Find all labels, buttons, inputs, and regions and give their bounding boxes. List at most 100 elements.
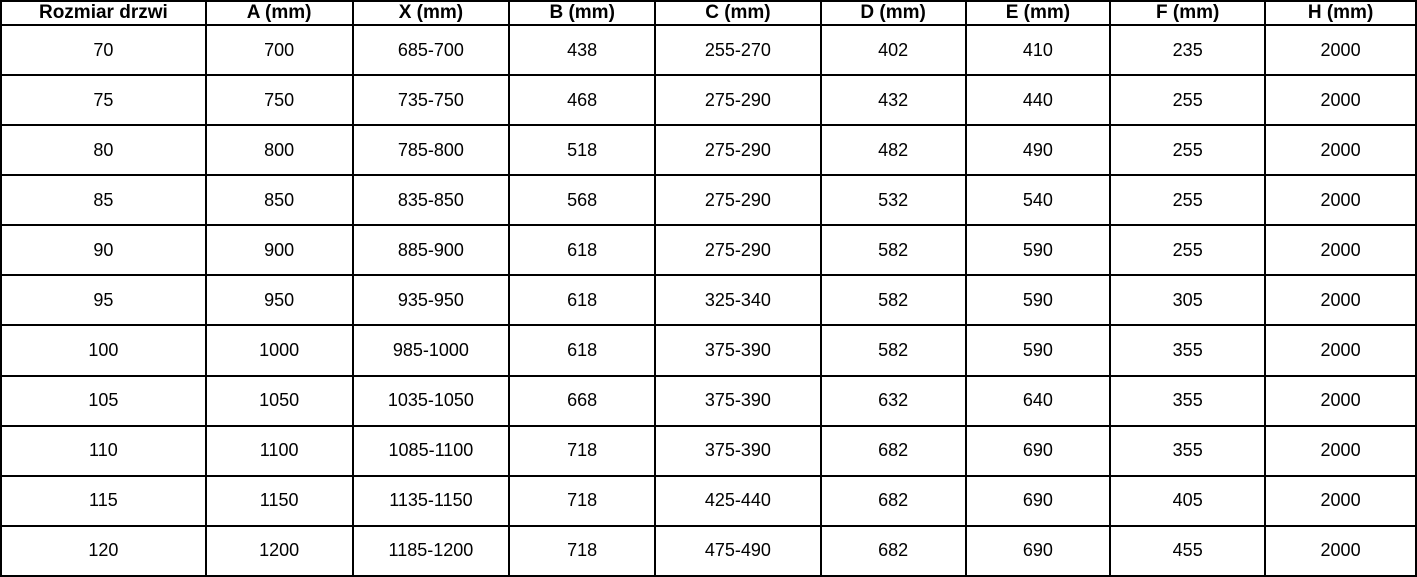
table-cell: 1150 — [204, 474, 354, 527]
column-header: D (mm) — [819, 0, 967, 26]
table-cell: 668 — [508, 374, 657, 427]
table-cell: 105 — [0, 374, 207, 427]
column-header: H (mm) — [1264, 0, 1417, 26]
table-cell: 682 — [819, 474, 967, 527]
table-cell: 355 — [1109, 374, 1267, 427]
table-cell: 440 — [964, 74, 1112, 127]
table-cell: 455 — [1109, 524, 1267, 577]
table-cell: 255 — [1109, 224, 1267, 277]
column-header: X (mm) — [351, 0, 511, 26]
table-cell: 375-390 — [654, 324, 822, 377]
table-cell: 700 — [204, 23, 354, 77]
table-row: 115 1150 1135-1150 718 425-440 682 690 405 2000 — [0, 474, 1417, 527]
table-cell: 950 — [204, 274, 354, 327]
table-row: 85 850 835-850 568 275-290 532 540 255 2000 — [0, 174, 1417, 227]
table-cell: 618 — [508, 324, 657, 377]
table-cell: 2000 — [1264, 124, 1417, 177]
table-cell: 532 — [819, 174, 967, 227]
table-cell: 85 — [0, 174, 207, 227]
table-cell: 682 — [819, 424, 967, 477]
table-cell: 785-800 — [351, 124, 511, 177]
table-cell: 468 — [508, 74, 657, 127]
table-cell: 355 — [1109, 424, 1267, 477]
table-cell: 682 — [819, 524, 967, 577]
table-row: 110 1100 1085-1100 718 375-390 682 690 355 2000 — [0, 424, 1417, 477]
table-cell: 985-1000 — [351, 324, 511, 377]
table-cell: 690 — [964, 424, 1112, 477]
table-cell: 355 — [1109, 324, 1267, 377]
table-cell: 110 — [0, 424, 207, 477]
table-cell: 1135-1150 — [351, 474, 511, 527]
table-cell: 632 — [819, 374, 967, 427]
table-cell: 1035-1050 — [351, 374, 511, 427]
table-cell: 800 — [204, 124, 354, 177]
table-cell: 325-340 — [654, 274, 822, 327]
table-cell: 1100 — [204, 424, 354, 477]
table-cell: 2000 — [1264, 324, 1417, 377]
table-cell: 402 — [819, 23, 967, 77]
table-cell: 275-290 — [654, 124, 822, 177]
column-header: F (mm) — [1109, 0, 1267, 26]
table-cell: 2000 — [1264, 23, 1417, 77]
table-cell: 235 — [1109, 23, 1267, 77]
table-cell: 582 — [819, 324, 967, 377]
column-header: C (mm) — [654, 0, 822, 26]
column-header: E (mm) — [964, 0, 1112, 26]
table-header-row: Rozmiar drzwi A (mm) X (mm) B (mm) C (mm) D (… — [0, 0, 1417, 26]
table-cell: 518 — [508, 124, 657, 177]
table-cell: 80 — [0, 124, 207, 177]
table-row: 90 900 885-900 618 275-290 582 590 255 2000 — [0, 224, 1417, 277]
table-cell: 718 — [508, 524, 657, 577]
table-row: 95 950 935-950 618 325-340 582 590 305 2000 — [0, 274, 1417, 327]
column-header: Rozmiar drzwi — [0, 0, 207, 26]
table-cell: 618 — [508, 224, 657, 277]
table-row: 80 800 785-800 518 275-290 482 490 255 2000 — [0, 124, 1417, 177]
table-cell: 640 — [964, 374, 1112, 427]
table-cell: 275-290 — [654, 174, 822, 227]
table-cell: 255-270 — [654, 23, 822, 77]
table-cell: 255 — [1109, 174, 1267, 227]
table-cell: 590 — [964, 324, 1112, 377]
table-cell: 120 — [0, 524, 207, 577]
table-cell: 90 — [0, 224, 207, 277]
table-cell: 2000 — [1264, 374, 1417, 427]
table-cell: 115 — [0, 474, 207, 527]
table-cell: 690 — [964, 474, 1112, 527]
table-cell: 255 — [1109, 74, 1267, 127]
table-cell: 582 — [819, 224, 967, 277]
table-cell: 718 — [508, 474, 657, 527]
table-row: 105 1050 1035-1050 668 375-390 632 640 355 2000 — [0, 374, 1417, 427]
table-cell: 95 — [0, 274, 207, 327]
table-cell: 690 — [964, 524, 1112, 577]
table-cell: 375-390 — [654, 374, 822, 427]
table-cell: 568 — [508, 174, 657, 227]
table-cell: 582 — [819, 274, 967, 327]
table-cell: 1000 — [204, 324, 354, 377]
table-cell: 438 — [508, 23, 657, 77]
table-cell: 1050 — [204, 374, 354, 427]
table-cell: 618 — [508, 274, 657, 327]
table-cell: 1200 — [204, 524, 354, 577]
table-cell: 685-700 — [351, 23, 511, 77]
column-header: B (mm) — [508, 0, 657, 26]
table-cell: 735-750 — [351, 74, 511, 127]
table-cell: 375-390 — [654, 424, 822, 477]
table-row: 120 1200 1185-1200 718 475-490 682 690 455 2000 — [0, 524, 1417, 577]
table-cell: 305 — [1109, 274, 1267, 327]
table-cell: 885-900 — [351, 224, 511, 277]
table-cell: 425-440 — [654, 474, 822, 527]
table-cell: 2000 — [1264, 74, 1417, 127]
table-cell: 835-850 — [351, 174, 511, 227]
table-cell: 490 — [964, 124, 1112, 177]
table-cell: 935-950 — [351, 274, 511, 327]
table-cell: 590 — [964, 274, 1112, 327]
table-cell: 1085-1100 — [351, 424, 511, 477]
table-cell: 2000 — [1264, 424, 1417, 477]
table-cell: 1185-1200 — [351, 524, 511, 577]
table-cell: 70 — [0, 23, 207, 77]
table-cell: 590 — [964, 224, 1112, 277]
table-cell: 255 — [1109, 124, 1267, 177]
table-row: 100 1000 985-1000 618 375-390 582 590 355 2000 — [0, 324, 1417, 377]
